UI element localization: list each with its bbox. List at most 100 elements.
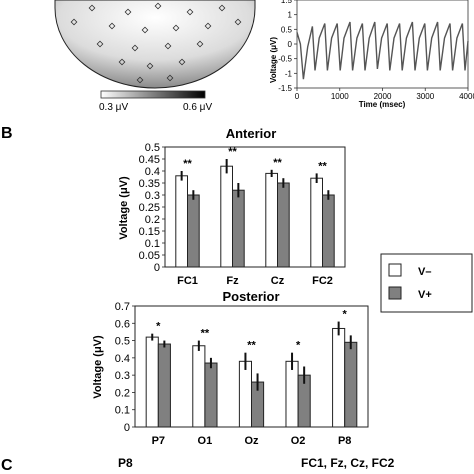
bar-v-plus-p8 [344, 341, 358, 428]
significance-marker: * [343, 309, 348, 321]
ytick-label: 0.2 [115, 387, 130, 399]
ytick-label: 0.3 [145, 190, 160, 202]
bar-v-minus-fz [220, 165, 234, 268]
ytick-label: 0.45 [139, 154, 160, 166]
ytick-label: 0.7 [115, 301, 130, 313]
ytick-label: 0.3 [115, 370, 130, 382]
significance-marker: * [296, 340, 301, 352]
electrode-marker [118, 58, 126, 66]
line-ytick-label: 0.5 [281, 25, 293, 34]
significance-marker: ** [273, 157, 282, 169]
significance-marker: ** [183, 158, 192, 170]
significance-marker: * [156, 321, 161, 333]
significance-marker: ** [201, 328, 210, 340]
bar-v-minus-p8 [332, 327, 346, 428]
posterior-ylabel: Voltage (μV) [92, 335, 104, 399]
electrode-markers [70, 2, 242, 84]
topography-map [54, 0, 256, 89]
panel-c-right-label: FC1, Fz, Cz, FC2 [301, 456, 395, 470]
electrode-marker [108, 22, 116, 30]
colorbar: 0.3 μV 0.6 μV [99, 90, 212, 113]
ytick-label: 0.6 [115, 318, 130, 330]
voltage-trace-line [296, 21, 469, 80]
bar-v-minus-fc2 [310, 177, 323, 268]
line-xtick-label: 0 [295, 92, 300, 101]
ytick-label: 0.5 [145, 142, 160, 154]
ytick-label: 0.35 [139, 178, 160, 190]
electrode-marker [88, 4, 96, 12]
electrode-marker [131, 44, 139, 52]
bar-v-minus-p7 [145, 336, 159, 428]
legend-label-v-minus: V– [418, 266, 431, 278]
time-series-chart: -1.5 -1 -0.5 0 0.5 1 1.5 0 1000 2000 3000 4000 Volt… [269, 0, 474, 109]
electrode-marker [164, 42, 172, 50]
electrode-marker [70, 18, 78, 26]
category-label-fc2: FC2 [312, 275, 333, 287]
line-xtick-label: 2000 [374, 92, 392, 101]
line-xtick-label: 3000 [416, 92, 434, 101]
ytick-label: 0.1 [115, 405, 130, 417]
line-ytick-label: 1 [288, 11, 293, 20]
panel-label-c: C [1, 457, 13, 474]
ytick-label: 0.1 [145, 238, 160, 250]
category-label-cz: Cz [271, 275, 285, 287]
significance-marker: ** [228, 146, 237, 158]
category-label-p8: P8 [338, 435, 351, 447]
electrode-marker [124, 8, 132, 16]
line-ylabel: Voltage (μV) [269, 37, 278, 83]
electrode-marker [96, 40, 104, 48]
electrode-marker [204, 22, 212, 30]
posterior-title: Posterior [222, 289, 279, 304]
ytick-label: 0.25 [139, 202, 160, 214]
colorbar-max-label: 0.6 μV [183, 102, 212, 113]
ytick-label: 0 [154, 262, 160, 274]
line-ytick-label: 1.5 [281, 0, 293, 5]
category-label-fz: Fz [226, 275, 239, 287]
category-label-p7: P7 [152, 435, 165, 447]
ytick-label: 0.15 [139, 226, 160, 238]
anterior-bar-chart: Anterior Voltage (μV) 00.050.10.150.20.2… [118, 126, 346, 287]
electrode-marker [186, 8, 194, 16]
colorbar-min-label: 0.3 μV [99, 102, 128, 113]
category-label-fc1: FC1 [177, 275, 198, 287]
ytick-label: 0 [124, 422, 130, 434]
bar-v-plus-cz [277, 182, 290, 268]
legend-label-v-plus: V+ [418, 289, 432, 301]
electrode-marker [166, 74, 174, 82]
line-ytick-label: -1 [285, 69, 293, 78]
bar-v-minus-cz [265, 172, 278, 268]
electrode-marker [141, 26, 149, 34]
legend-swatch-v-minus [388, 263, 402, 277]
line-plot-frame [296, 0, 469, 89]
line-ytick-label: -1.5 [278, 84, 292, 93]
electrode-marker [136, 76, 144, 84]
posterior-bar-chart: Posterior Voltage (μV) 0 0.1 0.2 0.3 0.4 0.5 0… [92, 289, 369, 447]
electrode-marker [172, 24, 180, 32]
electrode-marker [234, 18, 242, 26]
line-xtick-label: 4000 [459, 92, 474, 101]
ytick-label: 0.4 [115, 353, 130, 365]
ytick-label: 0.05 [139, 250, 160, 262]
anterior-ylabel: Voltage (μV) [118, 176, 130, 240]
legend-box [380, 253, 473, 313]
electrode-marker [154, 2, 162, 10]
bar-v-plus-fc2 [322, 194, 335, 268]
electrode-marker [178, 58, 186, 66]
line-ytick-label: -0.5 [278, 55, 292, 64]
bar-v-minus-o2 [285, 360, 299, 428]
electrode-marker [196, 40, 204, 48]
ytick-label: 0.4 [145, 166, 160, 178]
panel-label-b: B [1, 125, 13, 142]
line-xlabel: Time (msec) [359, 100, 406, 109]
bar-v-plus-fz [232, 189, 245, 268]
bar-v-minus-oz [238, 360, 253, 428]
electrode-marker [146, 62, 154, 70]
ytick-label: 0.5 [115, 336, 130, 348]
category-label-o2: O2 [291, 435, 306, 447]
anterior-title: Anterior [226, 126, 277, 141]
panel-c-left-label: P8 [118, 456, 133, 470]
electrode-marker [218, 4, 226, 12]
ytick-label: 0.2 [145, 214, 160, 226]
bar-v-plus-p7 [157, 343, 171, 428]
